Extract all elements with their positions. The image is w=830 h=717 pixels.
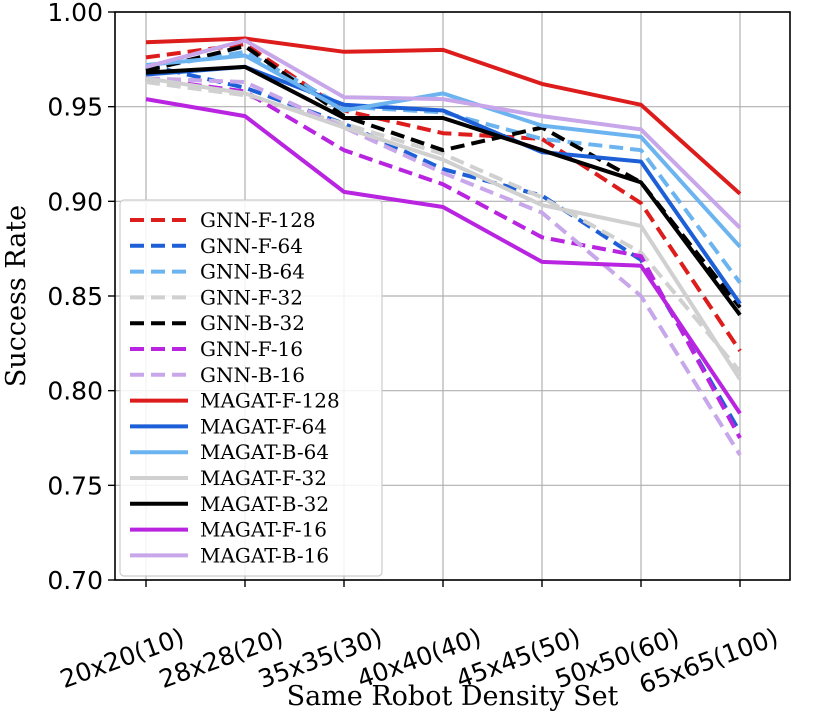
series-line-gnn-f-128 [145, 42, 742, 353]
y-tick-label: 0.90 [47, 187, 103, 216]
y-tick-label: 0.75 [47, 471, 103, 500]
y-tick-label: 1.00 [47, 0, 103, 27]
legend-label: MAGAT-F-128 [200, 389, 340, 413]
y-tick-label: 0.70 [47, 566, 103, 595]
series-line-gnn-b-16 [145, 76, 742, 457]
series-line-magat-f-16 [145, 97, 742, 415]
legend-label: GNN-B-16 [200, 363, 305, 387]
series-line-magat-b-16 [145, 38, 742, 230]
y-tick-label: 0.95 [47, 93, 103, 122]
legend-label: GNN-B-32 [200, 311, 305, 335]
legend-label: GNN-F-16 [200, 337, 303, 361]
legend-label: MAGAT-F-16 [200, 518, 327, 542]
legend-label: GNN-B-64 [200, 260, 305, 284]
series-line-magat-b-32 [145, 64, 742, 317]
legend-label: MAGAT-B-16 [200, 543, 329, 567]
legend-label: MAGAT-B-32 [200, 492, 329, 516]
legend-label: MAGAT-F-32 [200, 466, 327, 490]
series-line-gnn-f-16 [145, 76, 742, 439]
legend-box [119, 199, 383, 577]
series-line-gnn-b-64 [145, 49, 742, 284]
y-tick-label: 0.85 [47, 282, 103, 311]
legend-label: GNN-F-128 [200, 208, 316, 232]
legend-label: GNN-F-32 [200, 285, 303, 309]
series-line-magat-f-32 [145, 76, 742, 381]
series-line-gnn-b-32 [145, 44, 742, 309]
legend-label: MAGAT-F-64 [200, 414, 327, 438]
y-axis-label: Success Rate [1, 205, 32, 387]
legend-label: GNN-F-64 [200, 234, 303, 258]
series-line-gnn-f-32 [145, 80, 742, 373]
legend-label: MAGAT-B-64 [200, 440, 329, 464]
series-lines [145, 36, 742, 457]
y-tick-label: 0.80 [47, 377, 103, 406]
series-line-magat-b-64 [145, 53, 742, 249]
legend: GNN-F-128GNN-F-64GNN-B-64GNN-F-32GNN-B-3… [119, 199, 383, 577]
x-axis-label: Same Robot Density Set [287, 681, 619, 712]
